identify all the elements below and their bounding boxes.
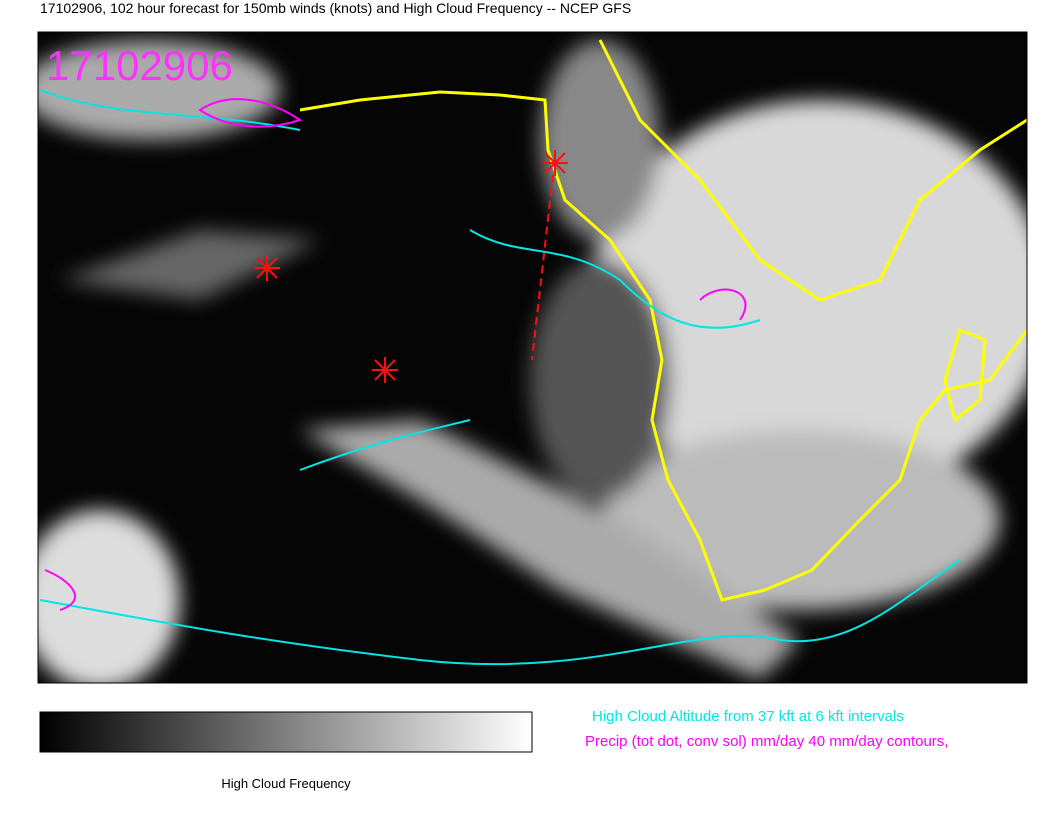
colorbar [39,711,533,753]
precip-note: Precip (tot dot, conv sol) mm/day 40 mm/… [585,733,948,750]
coastline [299,39,1027,602]
altitude-note: High Cloud Altitude from 37 kft at 6 kft… [592,708,904,725]
altitude-contours [39,89,961,666]
title: 17102906, 102 hour forecast for 150mb wi… [40,0,631,16]
colorbar-label: High Cloud Frequency [221,776,351,791]
map-area: 17102906 [38,32,1027,683]
cloud-field [38,40,1027,683]
markers [254,150,568,383]
map-frame [37,31,1028,684]
precip-contours [44,98,747,611]
date-stamp: 17102906 [46,42,233,89]
